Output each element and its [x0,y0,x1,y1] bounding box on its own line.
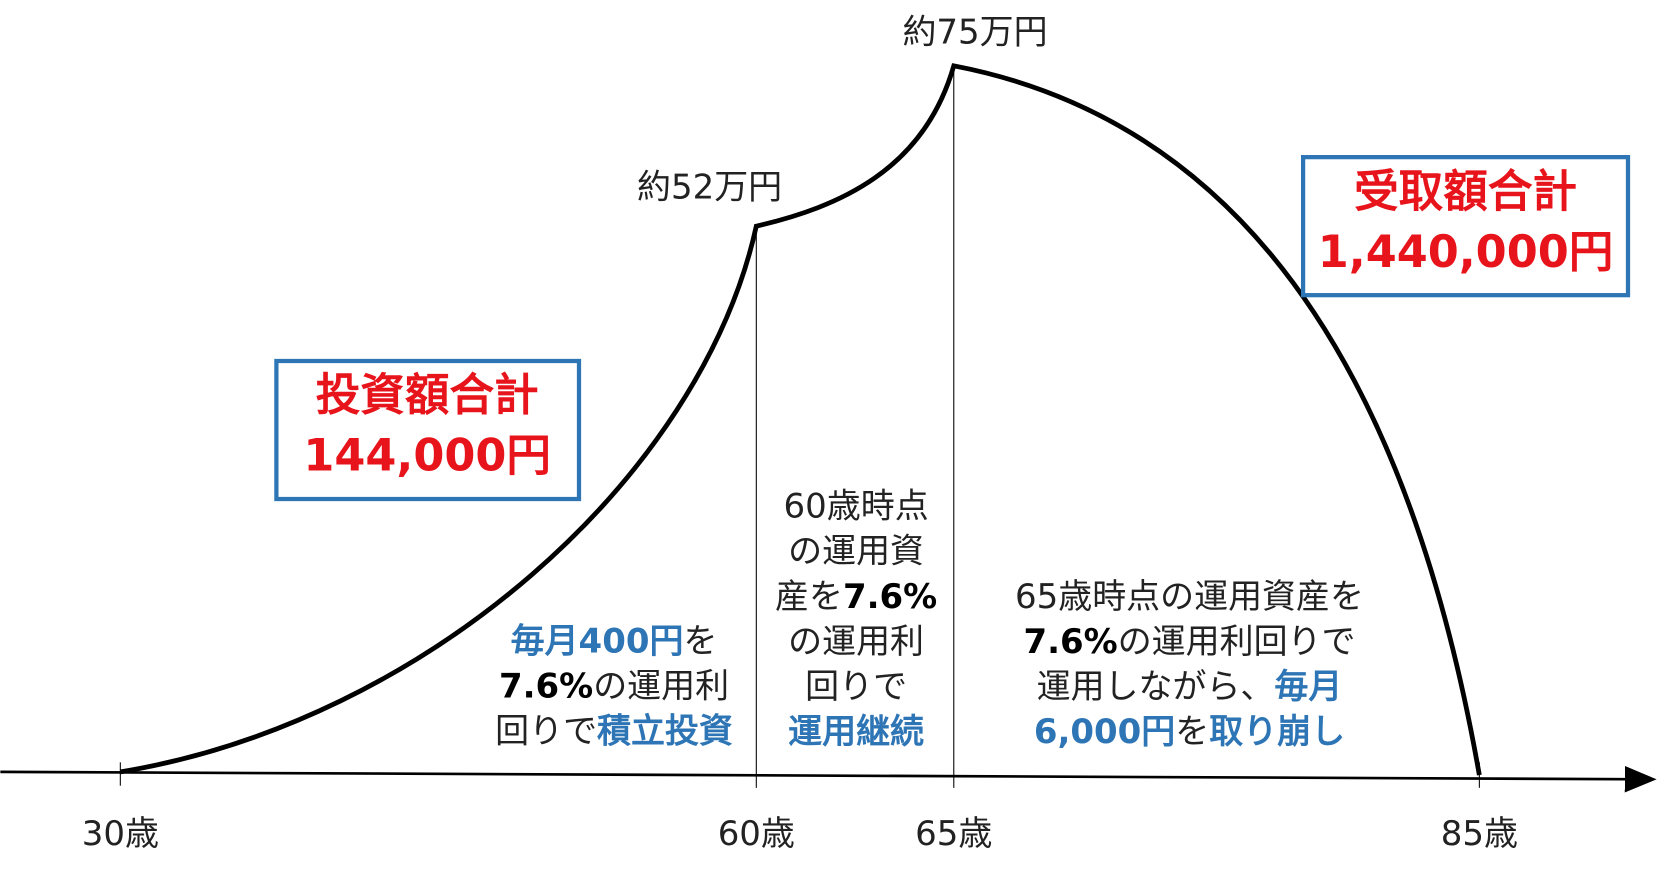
phase-text: 7.6% [843,576,937,616]
phase-line: 65歳時点の運用資産を [1015,576,1364,616]
box [274,358,582,502]
axis-label: 65歳 [915,814,992,854]
box [1300,155,1631,298]
peak-label: 約52万円 [637,167,782,207]
asset-curve [119,63,1482,776]
phase-text: の運用利回りで [1118,621,1356,661]
phase-text: 6,000円 [1034,712,1175,752]
phase-line: 60歳時点 [784,486,929,526]
axis-label: 60歳 [718,814,795,854]
phase-line: 運用継続 [788,712,924,752]
phase-text: 60歳時点 [784,486,929,526]
phase-text: 積立投資 [597,711,733,751]
phase-line: の運用利 [788,621,924,661]
phase-text: の運用利 [788,621,924,661]
phase-line: 6,000円を取り崩し [1034,712,1345,752]
phase-text: 毎月 [1274,667,1342,707]
phase-text: 取り崩し [1209,712,1345,752]
phase-text: 産を [775,576,843,616]
box-title: 投資額合計 [316,369,539,421]
phase-text: 運用しながら、 [1037,667,1275,707]
phase-text: 毎月400円 [511,621,684,661]
time-axis [0,765,1657,793]
phase-text: 運用継続 [788,712,924,752]
phase-line: の運用資 [788,531,924,571]
phase-line: 回りで積立投資 [495,711,733,751]
axis-label: 30歳 [82,814,159,854]
phase-line: 7.6%の運用利 [499,666,729,706]
phase-text: の運用利 [593,666,729,706]
phase-text: 7.6% [1023,621,1117,661]
phase-line: 運用しながら、毎月 [1037,667,1343,707]
peak-label: 約75万円 [902,12,1047,52]
box-amount: 1,440,000円 [1318,226,1614,278]
phase-text: 7.6% [499,666,593,706]
box-amount: 144,000円 [303,430,551,482]
phase-text: を [683,621,717,661]
phase-line: 7.6%の運用利回りで [1023,621,1355,661]
phase-text: 65歳時点の運用資産を [1015,576,1364,616]
axis-label: 85歳 [1441,814,1518,854]
phase-text: の運用資 [788,531,924,571]
phase-line: 毎月400円を [511,621,718,661]
box-title: 受取額合計 [1354,165,1577,217]
phase-text: を [1175,712,1209,752]
phase-text: 回りで [495,711,597,751]
phase-line: 回りで [805,667,907,707]
phase-text: 回りで [805,667,907,707]
phase-line: 産を7.6% [775,576,937,616]
